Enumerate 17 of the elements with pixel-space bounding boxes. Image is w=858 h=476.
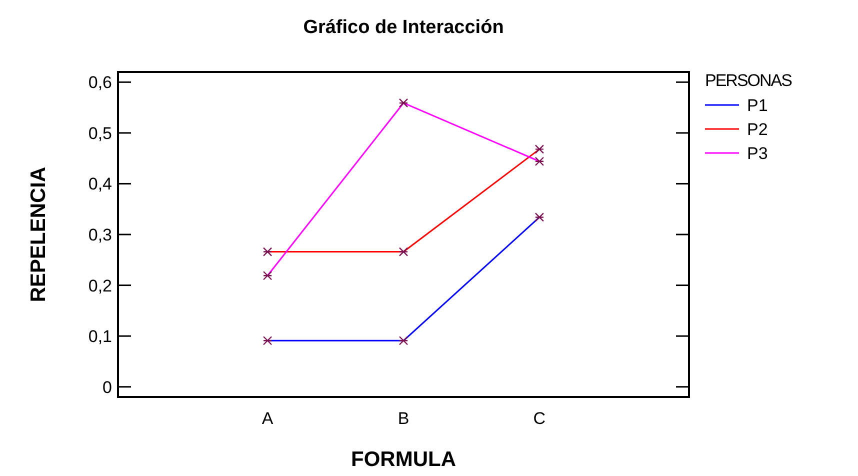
y-tick-label: 0,2 bbox=[88, 276, 112, 296]
legend-label: P3 bbox=[747, 144, 768, 163]
legend-title: PERSONAS bbox=[705, 71, 792, 90]
legend-label: P2 bbox=[747, 120, 768, 139]
x-axis-title: FORMULA bbox=[351, 448, 456, 471]
y-axis-title: REPELENCIA bbox=[27, 166, 50, 302]
y-tick-label: 0,5 bbox=[88, 124, 112, 143]
x-tick-label: A bbox=[262, 409, 274, 428]
y-tick-label: 0,4 bbox=[88, 174, 112, 194]
x-tick-label: B bbox=[398, 409, 410, 428]
y-tick-label: 0 bbox=[102, 378, 112, 397]
y-tick-label: 0,3 bbox=[88, 226, 112, 244]
chart-title: Gráfico de Interacción bbox=[303, 17, 504, 38]
y-tick-label: 0,1 bbox=[88, 327, 112, 346]
legend-label: P1 bbox=[747, 96, 768, 115]
x-tick-label: C bbox=[533, 409, 546, 428]
y-tick-label: 0,6 bbox=[88, 73, 112, 92]
